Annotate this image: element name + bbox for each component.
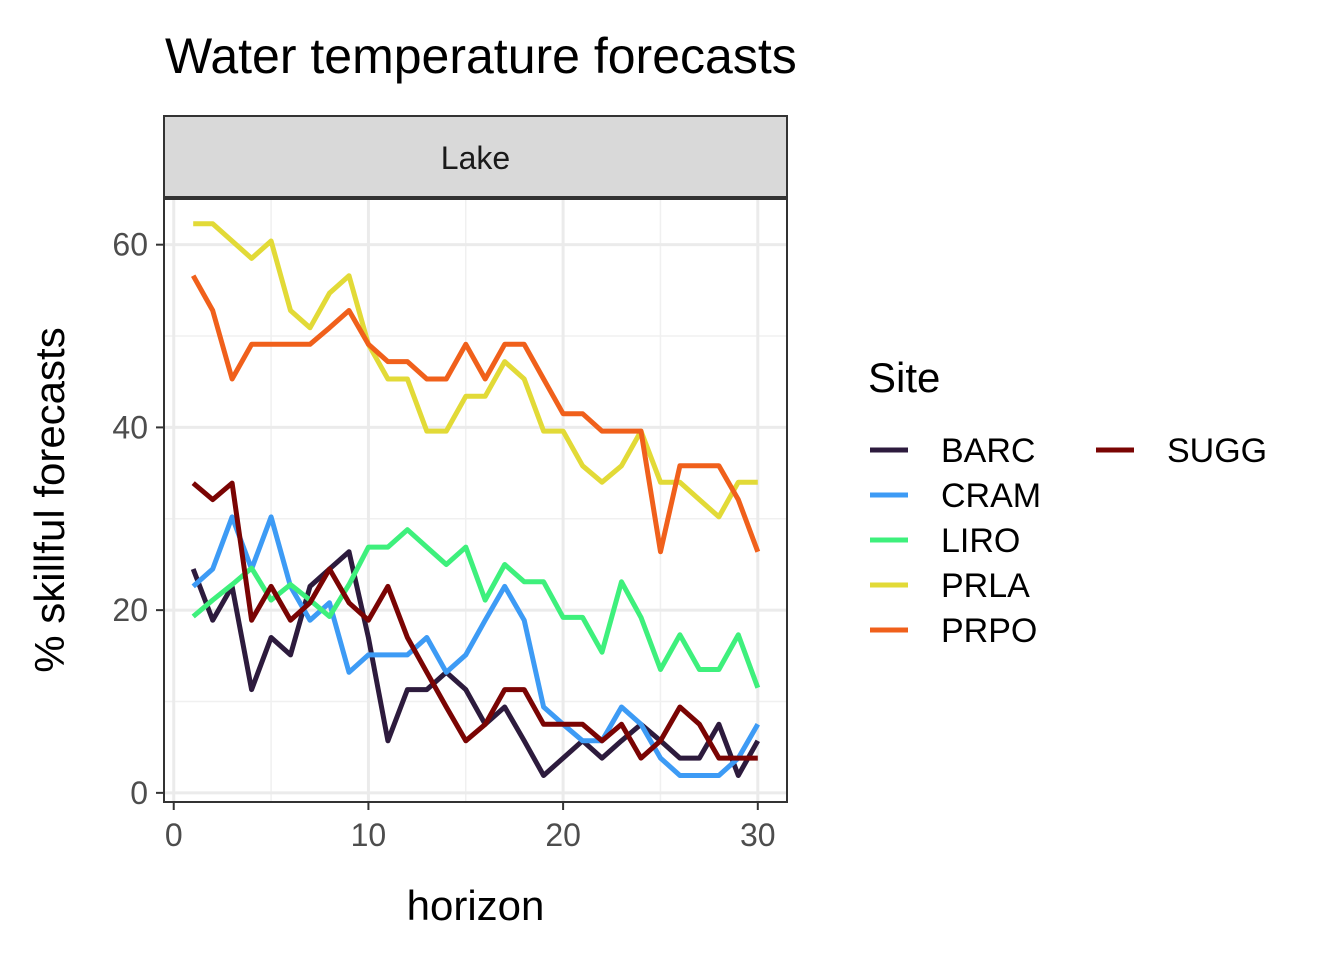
facet-strip-label: Lake xyxy=(441,140,510,176)
legend-label: SUGG xyxy=(1167,432,1267,470)
legend-item-prpo: PRPO xyxy=(870,612,1037,650)
panel-border xyxy=(163,198,788,803)
chart-title: Water temperature forecasts xyxy=(165,28,797,84)
x-axis: 0 10 20 30 xyxy=(165,802,776,853)
series-line-prla xyxy=(193,221,758,520)
legend-item-barc: BARC xyxy=(870,432,1035,470)
x-tick-label: 10 xyxy=(351,817,387,853)
series-line-liro xyxy=(191,527,761,689)
y-tick-label: 60 xyxy=(112,227,148,263)
facet-strip xyxy=(163,115,788,198)
legend-label: LIRO xyxy=(941,522,1020,560)
legend: Site BARC CRAM LIRO PRLA PRPO SUGG xyxy=(868,354,1267,650)
series-line-prpo xyxy=(191,274,761,555)
y-axis: 0 20 40 60 xyxy=(112,227,164,811)
y-axis-title: % skillful forecasts xyxy=(26,327,73,672)
series-line-sugg xyxy=(191,480,758,761)
legend-item-liro: LIRO xyxy=(870,522,1020,560)
x-tick-label: 20 xyxy=(545,817,581,853)
y-tick-label: 0 xyxy=(130,775,148,811)
series-line-barc xyxy=(190,549,760,778)
x-axis-title: horizon xyxy=(407,882,545,929)
x-tick-label: 30 xyxy=(740,817,776,853)
legend-title: Site xyxy=(868,354,940,401)
series-lines xyxy=(190,221,761,778)
y-tick-label: 40 xyxy=(112,409,148,445)
x-tick-label: 0 xyxy=(165,817,183,853)
legend-label: BARC xyxy=(941,432,1035,470)
y-tick-label: 20 xyxy=(112,592,148,628)
legend-item-sugg: SUGG xyxy=(1096,432,1267,470)
series-line-cram xyxy=(191,514,760,778)
legend-label: PRLA xyxy=(941,567,1030,605)
legend-label: PRPO xyxy=(941,612,1037,650)
legend-label: CRAM xyxy=(941,477,1041,515)
legend-item-cram: CRAM xyxy=(870,477,1041,515)
legend-item-prla: PRLA xyxy=(870,567,1030,605)
